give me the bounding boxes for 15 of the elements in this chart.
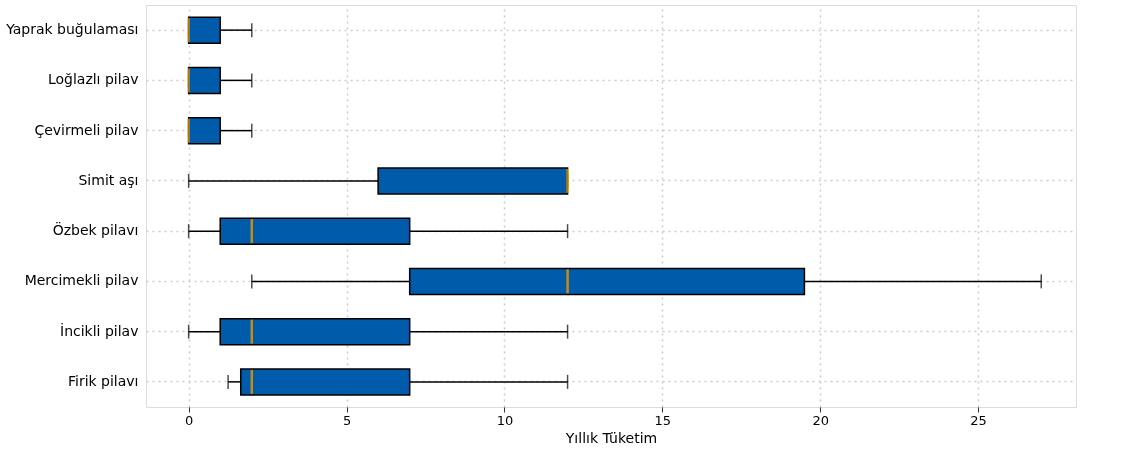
y-tick-label: Çevirmeli pilav [34, 121, 139, 138]
x-tick-label: 25 [970, 412, 987, 428]
y-tick-label: Mercimekli pilav [24, 272, 139, 289]
y-tick-label: Özbek pilavı [52, 221, 139, 239]
y-tick-label: Yaprak buğulaması [5, 21, 139, 38]
y-tick-label: İncikli pilav [60, 321, 139, 339]
y-tick-label: Firik pilavı [67, 372, 139, 389]
x-tick-label: 0 [184, 412, 194, 428]
x-tick-label: 20 [812, 412, 829, 428]
x-tick-label: 15 [654, 412, 672, 428]
x-axis-title: Yıllık Tüketim [564, 429, 658, 446]
x-tick-label: 10 [496, 412, 514, 428]
y-tick-label: Simit aşı [78, 171, 139, 188]
y-tick-label: Loğlazlı pilav [47, 71, 139, 88]
x-tick-label: 5 [342, 412, 352, 428]
